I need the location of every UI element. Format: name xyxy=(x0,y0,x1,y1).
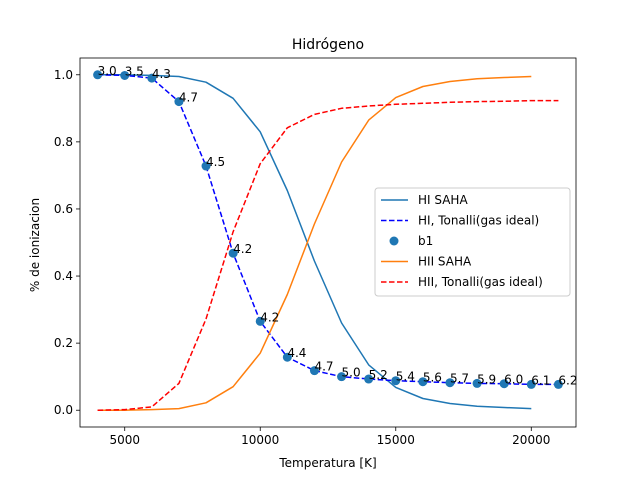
legend-swatch xyxy=(389,236,399,246)
data-label: 6.1 xyxy=(531,373,550,387)
y-axis-label: % de ionizacion xyxy=(28,198,42,292)
data-label: 6.2 xyxy=(558,373,577,387)
y-tick-label: 0.4 xyxy=(54,269,73,283)
scatter-point xyxy=(228,248,238,258)
y-tick-label: 0.2 xyxy=(54,336,73,350)
axes-frame xyxy=(79,57,577,428)
data-label: 5.0 xyxy=(342,366,361,380)
data-label: 4.3 xyxy=(152,67,171,81)
scatter-point xyxy=(255,316,265,326)
data-label: 5.2 xyxy=(369,368,388,382)
legend-label: HII, Tonalli(gas ideal) xyxy=(418,275,543,289)
y-tick-label: 0.6 xyxy=(54,202,73,216)
scatter-point xyxy=(309,366,319,376)
legend-box xyxy=(374,187,571,297)
y-tick-label: 0.8 xyxy=(54,135,73,149)
scatter-point xyxy=(174,97,184,107)
x-axis-label: Temperatura [K] xyxy=(278,456,376,470)
scatter-point xyxy=(147,73,157,83)
x-tick-label: 20000 xyxy=(512,433,550,447)
series-line-1 xyxy=(97,74,559,386)
axes: 5000 10000 15000 20000 0.0 0.2 0.4 0.6 0.8 1.0 xyxy=(54,57,577,447)
scatter-point xyxy=(472,378,482,388)
data-label: 5.6 xyxy=(423,371,442,385)
x-tick-label: 5000 xyxy=(109,433,140,447)
legend-label: HII SAHA xyxy=(418,255,472,269)
chart-title: Hidrógeno xyxy=(292,37,364,53)
series-line-0 xyxy=(97,74,532,410)
scatter-point xyxy=(201,161,211,171)
scatter-point xyxy=(445,378,455,388)
scatter-point xyxy=(337,372,347,382)
plot-area: 3.0 3.5 4.3 4.7 4.5 4.2 4.2 4.4 4.7 5.0 5.2 5.4 5.6 5… xyxy=(93,64,577,411)
legend-label: b1 xyxy=(418,234,433,248)
y-tick-label: 0.0 xyxy=(54,403,73,417)
scatter-point xyxy=(120,70,130,80)
data-label: 3.5 xyxy=(125,64,144,78)
data-label: 6.0 xyxy=(504,373,523,387)
scatter-point xyxy=(364,374,374,384)
legend-label: HI, Tonalli(gas ideal) xyxy=(418,214,539,228)
scatter-point xyxy=(553,379,563,389)
scatter-point xyxy=(499,379,509,389)
y-tick-label: 1.0 xyxy=(54,68,73,82)
data-label: 4.2 xyxy=(260,310,279,324)
x-tick-label: 15000 xyxy=(377,433,415,447)
x-tick-label: 10000 xyxy=(241,433,279,447)
data-label: 4.5 xyxy=(206,155,225,169)
data-label: 4.7 xyxy=(179,91,198,105)
scatter-point xyxy=(418,377,428,387)
scatter-point xyxy=(526,379,536,389)
scatter-point xyxy=(391,376,401,386)
data-label: 3.0 xyxy=(98,64,117,78)
data-label: 5.9 xyxy=(477,372,496,386)
legend-label: HI SAHA xyxy=(418,193,468,207)
data-label: 4.7 xyxy=(314,360,333,374)
scatter-point xyxy=(282,352,292,362)
scatter-point xyxy=(93,70,103,80)
data-label: 4.4 xyxy=(287,346,306,360)
legend: HI SAHA HI, Tonalli(gas ideal) b1 HII SAHA H… xyxy=(374,187,571,297)
series-line-4 xyxy=(97,99,559,411)
data-label: 5.4 xyxy=(396,370,415,384)
data-label: 4.2 xyxy=(233,242,252,256)
series-line-3 xyxy=(97,75,532,411)
data-label: 5.7 xyxy=(450,372,469,386)
